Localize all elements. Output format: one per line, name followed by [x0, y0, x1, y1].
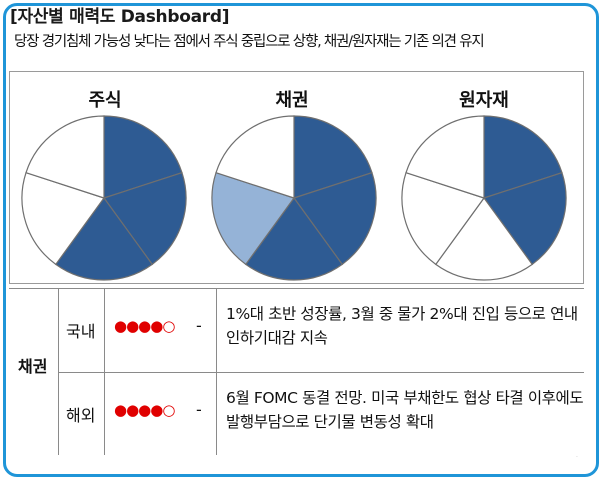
pie-2-slice-4: [405, 115, 485, 199]
row-dash-domestic: -: [196, 316, 202, 335]
table-category-label: 채권: [18, 357, 48, 376]
dashboard-title: [자산별 매력도 Dashboard]: [10, 7, 230, 27]
pie-2-slice-2: [434, 196, 534, 281]
pie-2-slice-0: [483, 115, 563, 199]
pie-1-slice-0: [293, 115, 373, 199]
pie-0-slice-3: [21, 171, 105, 266]
pie-2-slice-3: [401, 171, 485, 266]
pie-1-slice-1: [293, 171, 377, 266]
pie-1-slice-2: [244, 196, 344, 281]
pie-0-slice-2: [54, 196, 154, 281]
table-top-border: [9, 288, 584, 289]
pie-2-slice-1: [483, 171, 567, 266]
corner-mark: .: [576, 452, 578, 459]
pie-chart-panel: [9, 71, 584, 284]
pie-0-slice-4: [25, 115, 105, 199]
row-description-overseas: 6월 FOMC 동결 전망. 미국 부채한도 협상 타결 이후에도 발행부담으로…: [226, 389, 584, 431]
pie-0-slice-0: [103, 115, 183, 199]
pie-1-slice-4: [215, 115, 295, 199]
pie-1-slice-3: [211, 171, 295, 266]
row-description-domestic: 1%대 초반 성장률, 3월 중 물가 2%대 진입 등으로 연내 인하기대감 …: [226, 305, 578, 347]
row-dash-overseas: -: [196, 400, 202, 419]
dashboard-subtitle: 당장 경기침체 가능성 낮다는 점에서 주식 중립으로 상향, 채권/원자재는 …: [14, 34, 485, 50]
row-region-overseas: 해외: [66, 406, 96, 425]
pie-0-slice-1: [103, 171, 187, 266]
pie-title-stocks: 주식: [88, 90, 122, 111]
pie-title-bonds: 채권: [275, 90, 309, 111]
row-rating-domestic: ●●●●○: [114, 317, 175, 335]
row-region-domestic: 국내: [66, 322, 96, 341]
header: [자산별 매력도 Dashboard] 당장 경기침체 가능성 낮다는 점에서 …: [10, 6, 590, 53]
table-row-divider: [58, 372, 584, 373]
row-rating-overseas: ●●●●○: [114, 401, 175, 419]
pie-title-commodities: 원자재: [459, 90, 509, 111]
